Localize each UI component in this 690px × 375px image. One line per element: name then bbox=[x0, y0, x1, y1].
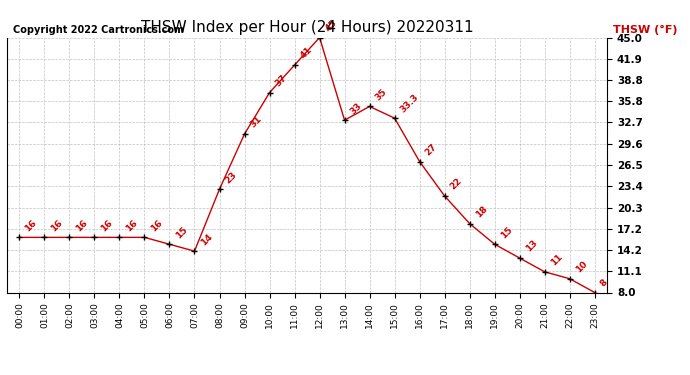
Text: 35: 35 bbox=[374, 87, 389, 102]
Text: 16: 16 bbox=[99, 218, 114, 233]
Text: 14: 14 bbox=[199, 232, 214, 247]
Text: 13: 13 bbox=[524, 238, 539, 254]
Text: 16: 16 bbox=[124, 218, 139, 233]
Text: 16: 16 bbox=[23, 218, 39, 233]
Text: 23: 23 bbox=[224, 170, 239, 185]
Text: 16: 16 bbox=[48, 218, 63, 233]
Text: 41: 41 bbox=[299, 46, 314, 61]
Text: 15: 15 bbox=[174, 225, 189, 240]
Text: 33.3: 33.3 bbox=[399, 92, 421, 114]
Text: 11: 11 bbox=[549, 252, 564, 268]
Text: 22: 22 bbox=[448, 177, 464, 192]
Text: 16: 16 bbox=[74, 218, 89, 233]
Text: 27: 27 bbox=[424, 142, 439, 158]
Text: 16: 16 bbox=[148, 218, 164, 233]
Text: 31: 31 bbox=[248, 115, 264, 130]
Title: THSW Index per Hour (24 Hours) 20220311: THSW Index per Hour (24 Hours) 20220311 bbox=[141, 20, 473, 35]
Text: Copyright 2022 Cartronics.com: Copyright 2022 Cartronics.com bbox=[13, 25, 184, 35]
Text: 8: 8 bbox=[599, 278, 610, 288]
Text: 37: 37 bbox=[274, 73, 289, 88]
Text: 33: 33 bbox=[348, 101, 364, 116]
Text: 10: 10 bbox=[574, 260, 589, 274]
Text: 15: 15 bbox=[499, 225, 514, 240]
Text: THSW (°F): THSW (°F) bbox=[613, 25, 678, 35]
Text: 18: 18 bbox=[474, 204, 489, 219]
Text: 45: 45 bbox=[324, 18, 339, 33]
